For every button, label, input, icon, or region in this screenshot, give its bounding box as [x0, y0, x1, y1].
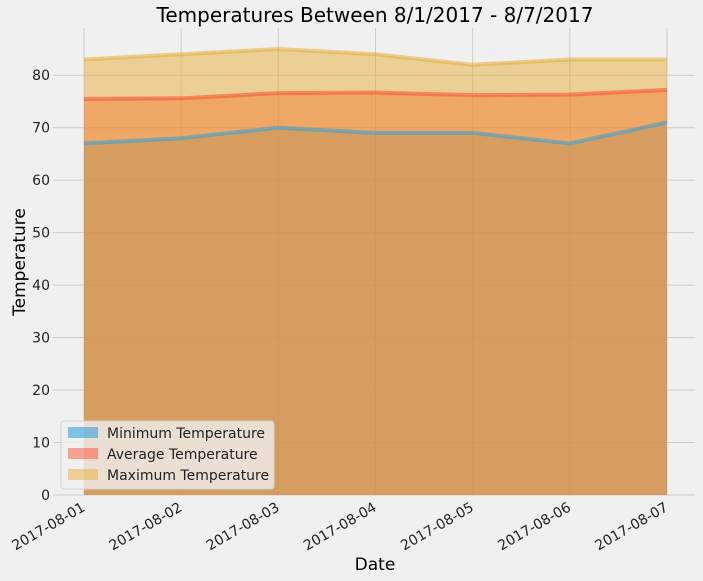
- legend-label-minimum: Minimum Temperature: [107, 426, 265, 442]
- series-areas: [84, 48, 667, 496]
- y-axis-ticks: 0 10 20 30 40 50 60 70 80: [32, 68, 50, 504]
- legend-box: [60, 420, 275, 490]
- x-tick-label: 2017-08-07: [593, 500, 671, 555]
- x-axis-ticks: 2017-08-01 2017-08-02 2017-08-03 2017-08-04…: [10, 500, 671, 555]
- x-tick-label: 2017-08-01: [10, 500, 88, 555]
- area-maximum: [84, 48, 667, 495]
- y-tick-label: 50: [32, 226, 50, 242]
- legend-swatch-minimum: [68, 427, 98, 438]
- x-axis-title: Date: [355, 555, 396, 575]
- y-tick-label: 70: [32, 121, 50, 137]
- y-tick-label: 10: [32, 436, 50, 452]
- y-tick-label: 60: [32, 173, 50, 189]
- line-maximum: [83, 46, 667, 67]
- legend-swatch-average: [68, 448, 98, 459]
- line-average: [83, 87, 668, 101]
- y-tick-label: 40: [32, 278, 50, 294]
- line-minimum: [83, 120, 668, 146]
- legend-label-maximum: Maximum Temperature: [107, 468, 269, 484]
- series-lines: [83, 46, 668, 146]
- legend-entry-average: Average Temperature: [68, 447, 258, 463]
- y-tick-label: 0: [41, 488, 50, 504]
- y-tick-label: 30: [32, 331, 50, 347]
- x-tick-label: 2017-08-03: [204, 500, 282, 555]
- y-tick-label: 20: [32, 383, 50, 399]
- legend-swatch-maximum: [68, 469, 98, 480]
- x-tick-label: 2017-08-06: [495, 500, 574, 555]
- x-tick-label: 2017-08-02: [107, 500, 185, 555]
- chart-title: Temperatures Between 8/1/2017 - 8/7/2017: [156, 3, 594, 27]
- legend-label-average: Average Temperature: [107, 447, 258, 463]
- x-tick-label: 2017-08-04: [301, 500, 380, 555]
- legend-entry-minimum: Minimum Temperature: [68, 426, 265, 442]
- legend-entry-maximum: Maximum Temperature: [68, 468, 269, 484]
- legend: Minimum Temperature Average Temperature …: [60, 420, 275, 490]
- y-axis-title: Temperature: [10, 208, 30, 317]
- y-tick-label: 80: [32, 68, 50, 84]
- x-tick-label: 2017-08-05: [398, 500, 476, 555]
